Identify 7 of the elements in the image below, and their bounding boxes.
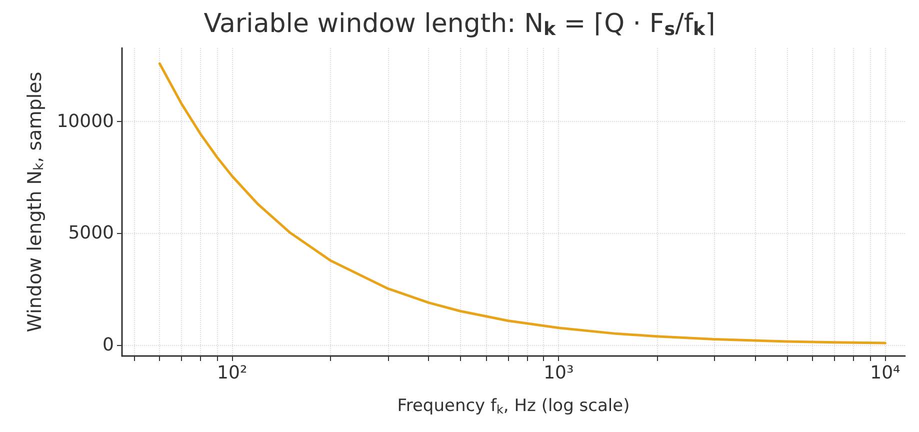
x-tick-label: 10³ [544,362,574,384]
y-tick-label: 10000 [56,111,114,132]
y-axis-title: Window length Nk, samples [24,72,47,332]
y-tick-label: 0 [102,334,114,356]
y-tick-label: 5000 [68,222,114,244]
x-tick-label: 10² [217,362,248,384]
x-tick-label: 10⁴ [870,362,900,384]
